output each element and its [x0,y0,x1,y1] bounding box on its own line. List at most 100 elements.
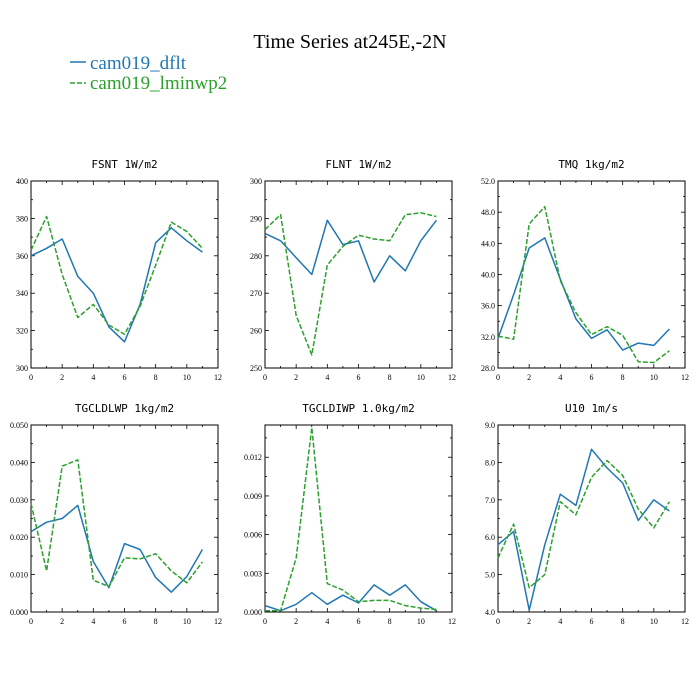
tgcldlwp-ytick-label: 0.000 [10,608,28,617]
tgcldiwp-plot-frame [264,424,453,613]
tmq-ytick-label: 52.0 [481,177,495,186]
flnt-xtick-label: 8 [388,373,392,382]
tmq-ytick-label: 36.0 [481,302,495,311]
tmq-title: TMQ 1kg/m2 [558,158,624,171]
tgcldiwp-ytick-label: 0.009 [244,492,262,501]
u10-xtick-label: 6 [590,617,594,626]
flnt-ytick-label: 290 [250,214,262,223]
flnt-xtick-label: 0 [263,373,267,382]
fsnt-xtick-label: 0 [29,373,33,382]
tmq-ytick-label: 44.0 [481,239,495,248]
panel-flnt: FLNT 1W/m2 0 2 4 6 8 10 12 250 260 270 280 290 300 [250,158,456,382]
legend: cam019_dflt cam019_lminwp2 [70,53,227,94]
u10-title: U10 1m/s [565,402,618,415]
tmq-xtick-label: 2 [527,373,531,382]
figure-title: Time Series at245E,-2N [253,31,446,53]
tmq-xtick-label: 0 [496,373,500,382]
legend-label-lminwp2: cam019_lminwp2 [90,73,227,94]
flnt-xtick-label: 10 [417,373,425,382]
tmq-ytick-label: 48.0 [481,208,495,217]
panel-tgcldiwp: TGCLDIWP 1.0kg/m2 0 2 4 6 8 10 12 0.000 0.003 0.00… [244,402,456,626]
tmq-xtick-label: 10 [650,373,658,382]
tmq-xtick-label: 12 [681,373,689,382]
tgcldlwp-xtick-label: 10 [183,617,191,626]
u10-xtick-label: 2 [527,617,531,626]
flnt-ytick-label: 280 [250,252,262,261]
tgcldiwp-series-cam019_dflt [264,584,437,612]
tgcldiwp-series-cam019_lminwp2 [265,426,437,612]
tmq-ytick-label: 40.0 [481,271,495,280]
tmq-xtick-label: 4 [558,373,562,382]
panel-tgcldlwp: TGCLDLWP 1kg/m2 0 2 4 6 8 10 12 0.000 0.010 0.020 0… [10,402,222,626]
tgcldlwp-xtick-label: 12 [214,617,222,626]
u10-xtick-label: 0 [496,617,500,626]
tgcldlwp-ytick-label: 0.030 [10,496,28,505]
u10-series-cam019_lminwp2 [497,459,671,589]
tgcldiwp-ytick-label: 0.000 [244,608,262,617]
panel-u10: U10 1m/s 0 2 4 6 8 10 12 4.0 5.0 6.0 7.0 8.0 9.0 [485,402,689,626]
fsnt-series-cam019_dflt [30,227,203,343]
flnt-ytick-label: 300 [250,177,262,186]
tgcldlwp-xtick-label: 8 [154,617,158,626]
flnt-ytick-label: 270 [250,289,262,298]
u10-plot-frame [497,424,686,613]
tgcldiwp-xtick-label: 8 [388,617,392,626]
u10-xtick-label: 10 [650,617,658,626]
chart-panels: FSNT 1W/m20 2 4 6 8 10 12300320340360380400FLN… [10,158,689,626]
tgcldiwp-title: TGCLDIWP 1.0kg/m2 [302,402,415,415]
u10-xtick-label: 12 [681,617,689,626]
fsnt-ytick-label: 300 [16,364,28,373]
fsnt-ytick-label: 320 [16,327,28,336]
panel-tmq: TMQ 1kg/m2 0 2 4 6 8 10 12 28.0 32.0 36.0 40.0 44.0 4… [481,158,689,382]
panel-fsnt: FSNT 1W/m2 0 2 4 6 8 10 12 300 320 340 360 380 400 [16,158,222,382]
u10-ytick-label: 7.0 [485,496,495,505]
tgcldlwp-xtick-label: 4 [91,617,95,626]
flnt-ytick-label: 250 [250,364,262,373]
u10-ytick-label: 6.0 [485,533,495,542]
tgcldiwp-ytick-label: 0.003 [244,569,262,578]
u10-xtick-label: 4 [558,617,562,626]
tgcldiwp-xtick-label: 10 [417,617,425,626]
u10-xtick-label: 8 [621,617,625,626]
fsnt-ytick-label: 360 [16,252,28,261]
fsnt-xtick-label: 8 [154,373,158,382]
fsnt-xtick-label: 2 [60,373,64,382]
u10-ytick-label: 5.0 [485,571,495,580]
u10-ytick-label: 9.0 [485,421,495,430]
tmq-plot-frame [497,180,686,369]
flnt-plot-frame [264,180,453,369]
flnt-series-cam019_lminwp2 [264,212,437,356]
tmq-series-cam019_dflt [497,237,670,351]
tgcldiwp-xtick-label: 6 [357,617,361,626]
tgcldiwp-xtick-label: 4 [325,617,329,626]
tgcldiwp-ytick-label: 0.012 [244,453,262,462]
u10-ytick-label: 8.0 [485,458,495,467]
tgcldiwp-xtick-label: 2 [294,617,298,626]
tgcldiwp-xtick-label: 0 [263,617,267,626]
tgcldlwp-xtick-label: 2 [60,617,64,626]
flnt-xtick-label: 4 [325,373,329,382]
fsnt-series-cam019_lminwp2 [30,215,203,336]
flnt-xtick-label: 2 [294,373,298,382]
u10-ytick-label: 4.0 [485,608,495,617]
fsnt-ytick-label: 340 [16,289,28,298]
tgcldlwp-series-cam019_lminwp2 [30,459,204,588]
fsnt-title: FSNT 1W/m2 [91,158,157,171]
fsnt-xtick-label: 4 [91,373,95,382]
tgcldiwp-ytick-label: 0.006 [244,531,262,540]
flnt-xtick-label: 12 [448,373,456,382]
fsnt-xtick-label: 6 [123,373,127,382]
legend-label-dflt: cam019_dflt [90,53,187,74]
tgcldiwp-xtick-label: 12 [448,617,456,626]
tgcldlwp-ytick-label: 0.010 [10,571,28,580]
fsnt-ytick-label: 400 [16,177,28,186]
tgcldlwp-series-cam019_dflt [30,504,204,593]
flnt-xtick-label: 6 [357,373,361,382]
tgcldlwp-xtick-label: 6 [123,617,127,626]
tgcldlwp-ytick-label: 0.050 [10,421,28,430]
tmq-ytick-label: 28.0 [481,364,495,373]
fsnt-xtick-label: 10 [183,373,191,382]
fsnt-ytick-label: 380 [16,214,28,223]
flnt-ytick-label: 260 [250,327,262,336]
